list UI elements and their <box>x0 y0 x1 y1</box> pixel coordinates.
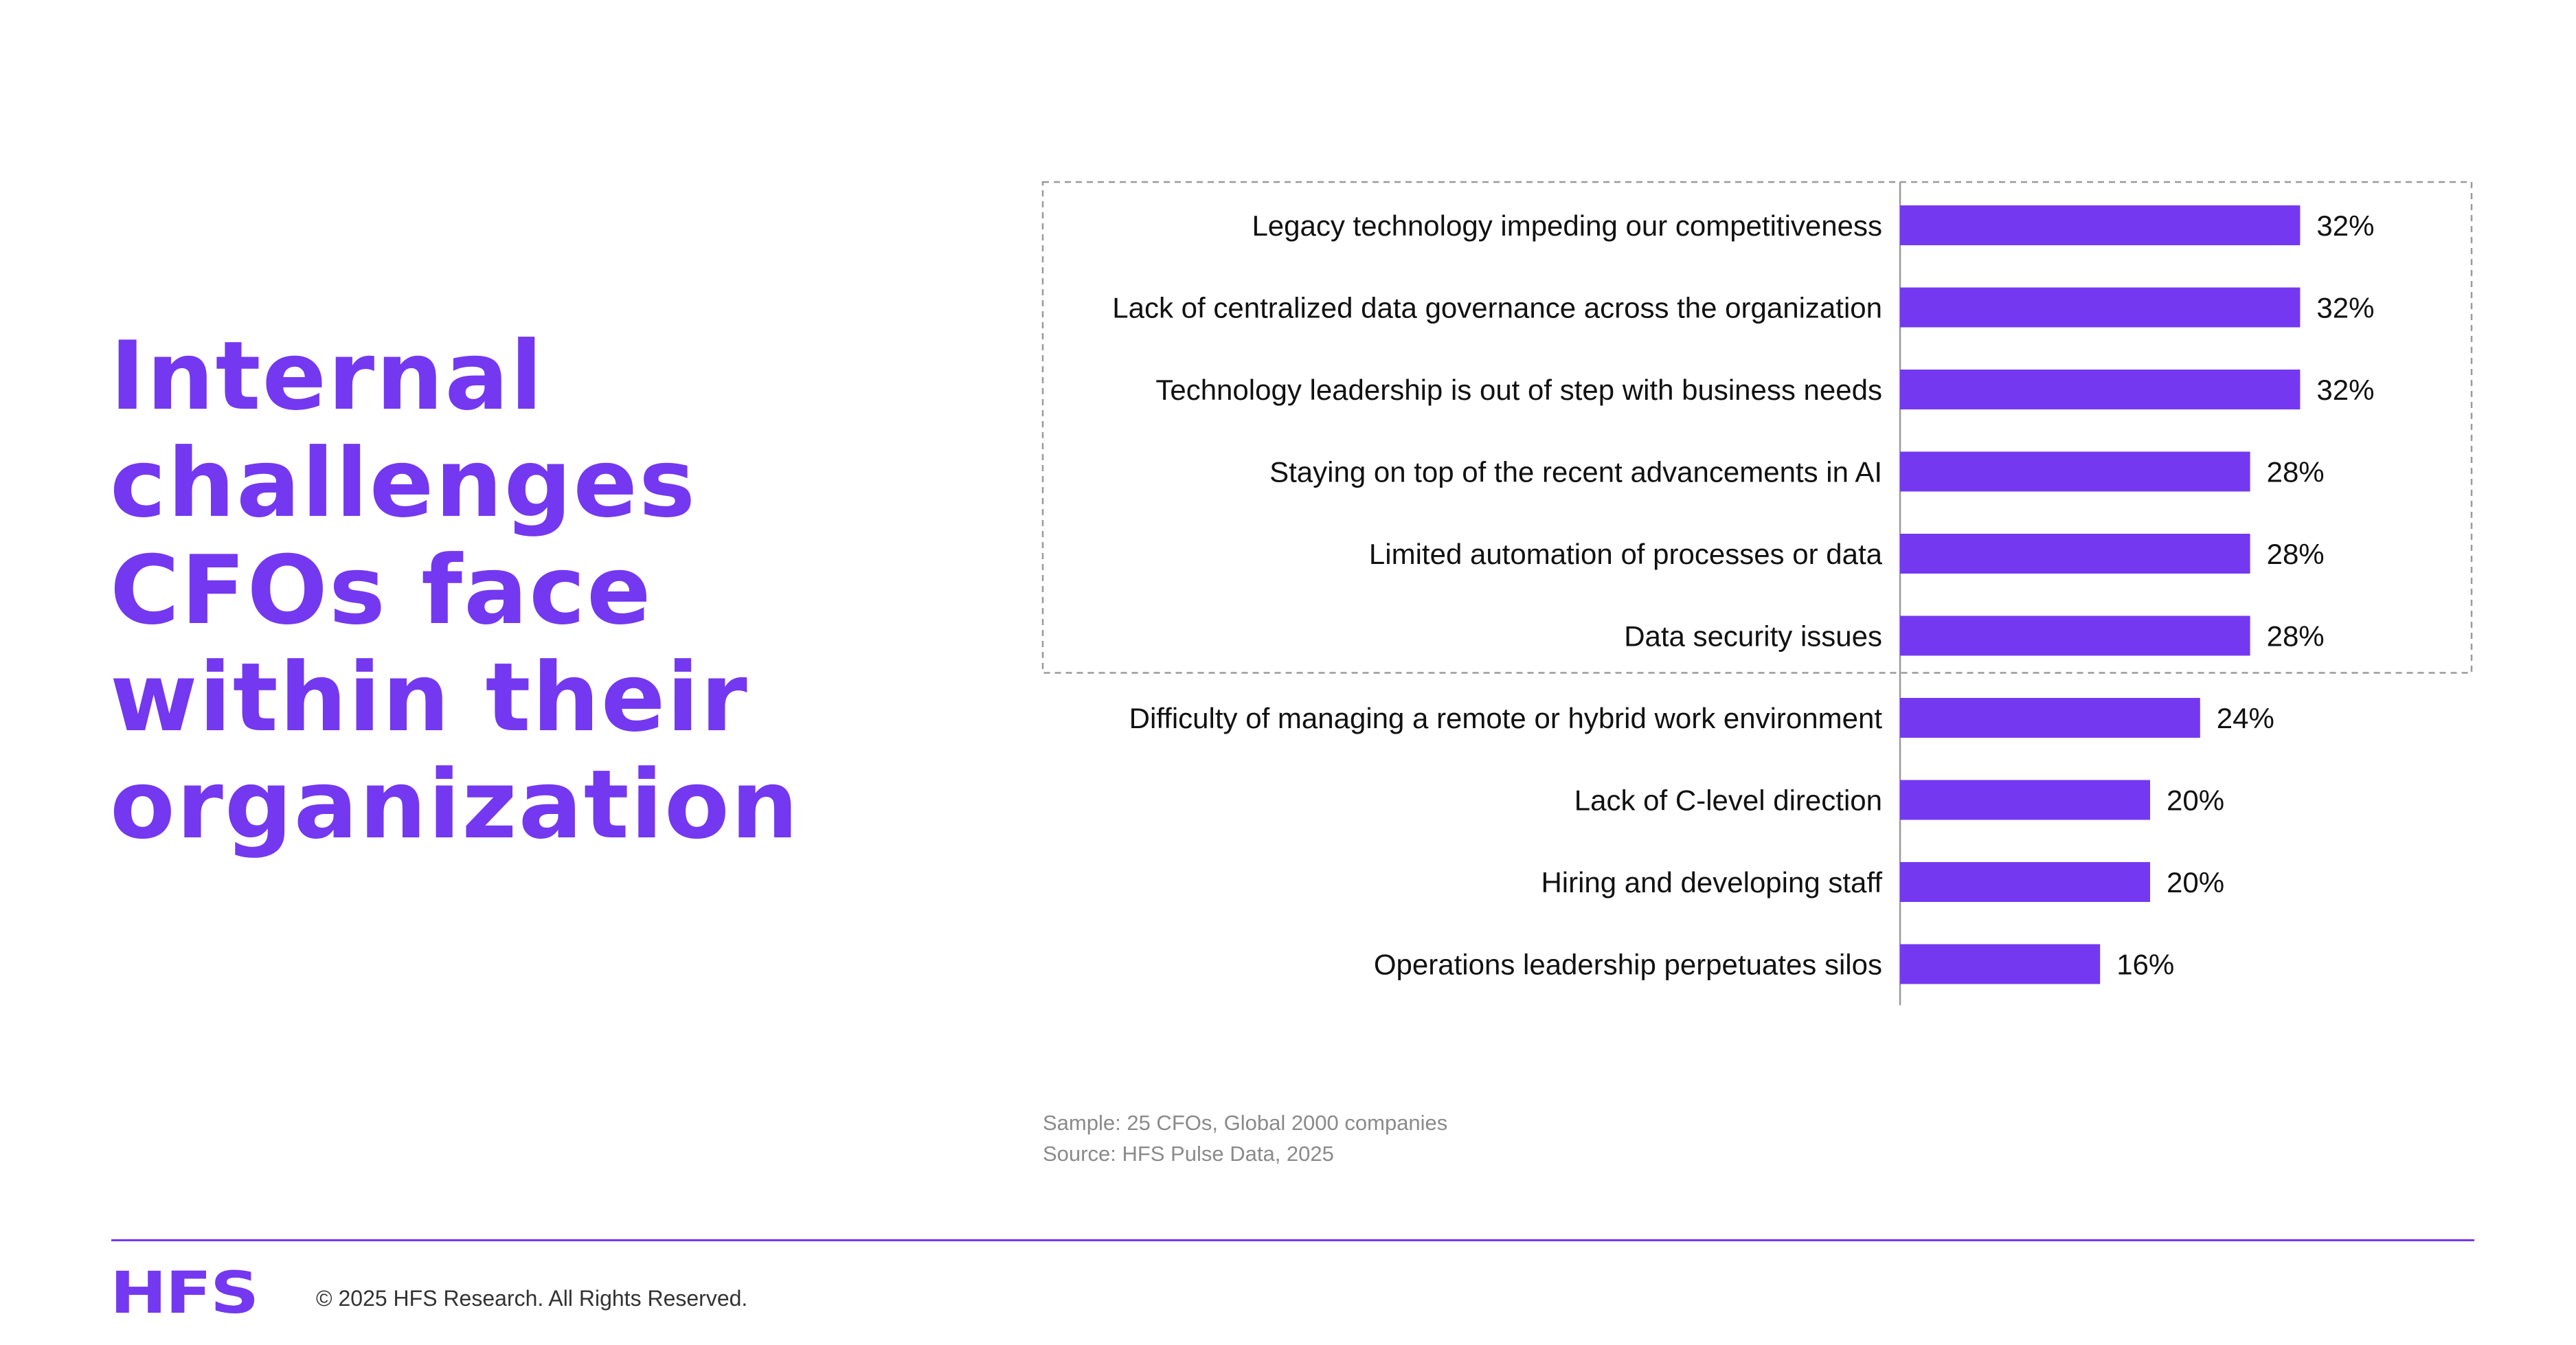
category-label: Operations leadership perpetuates silos <box>1374 949 1882 981</box>
category-label: Limited automation of processes or data <box>1369 538 1883 570</box>
data-label: 28% <box>2267 538 2325 570</box>
data-label: 24% <box>2217 702 2274 734</box>
chart-notes: Sample: 25 CFOs, Global 2000 companies S… <box>1043 1107 1447 1169</box>
category-label: Difficulty of managing a remote or hybri… <box>1129 702 1883 734</box>
bar <box>1900 287 2301 328</box>
category-label: Lack of C-level direction <box>1574 784 1882 817</box>
category-label: Data security issues <box>1624 620 1882 653</box>
category-label: Technology leadership is out of step wit… <box>1155 374 1882 406</box>
bar <box>1900 451 2250 492</box>
bar <box>1900 698 2200 738</box>
data-label: 32% <box>2316 210 2374 242</box>
bar <box>1900 534 2250 574</box>
title-line-2: challenges <box>110 428 697 539</box>
footer-divider <box>111 1239 2474 1241</box>
source-note: Source: HFS Pulse Data, 2025 <box>1043 1142 1334 1166</box>
title-line-5: organization <box>110 749 800 860</box>
title-line-3: CFOs face <box>110 535 653 646</box>
data-label: 20% <box>2167 784 2224 817</box>
data-label: 28% <box>2267 456 2325 488</box>
page-title: Internal challenges CFOs face within the… <box>110 323 969 859</box>
title-line-1: Internal <box>110 321 544 431</box>
sample-note: Sample: 25 CFOs, Global 2000 companies <box>1043 1111 1448 1135</box>
category-label: Lack of centralized data governance acro… <box>1112 292 1882 324</box>
title-line-4: within their <box>110 642 749 753</box>
hfs-logo: HFS <box>110 1259 259 1326</box>
bar <box>1900 862 2150 902</box>
bar <box>1900 370 2301 409</box>
data-label: 32% <box>2316 374 2374 406</box>
bar <box>1900 615 2250 656</box>
category-label: Hiring and developing staff <box>1541 866 1882 898</box>
category-label: Legacy technology impeding our competiti… <box>1252 210 1882 242</box>
highlight-box <box>1041 181 2473 674</box>
category-label: Staying on top of the recent advancement… <box>1269 456 1882 488</box>
bar <box>1900 944 2101 984</box>
data-label: 32% <box>2316 292 2374 324</box>
data-label: 20% <box>2167 866 2224 898</box>
chart-layer: Legacy technology impeding our competiti… <box>1041 181 2473 1006</box>
bar <box>1900 780 2150 820</box>
copyright-text: © 2025 HFS Research. All Rights Reserved… <box>316 1286 748 1311</box>
data-label: 28% <box>2267 620 2325 653</box>
data-label: 16% <box>2116 949 2174 981</box>
bar <box>1900 205 2301 245</box>
